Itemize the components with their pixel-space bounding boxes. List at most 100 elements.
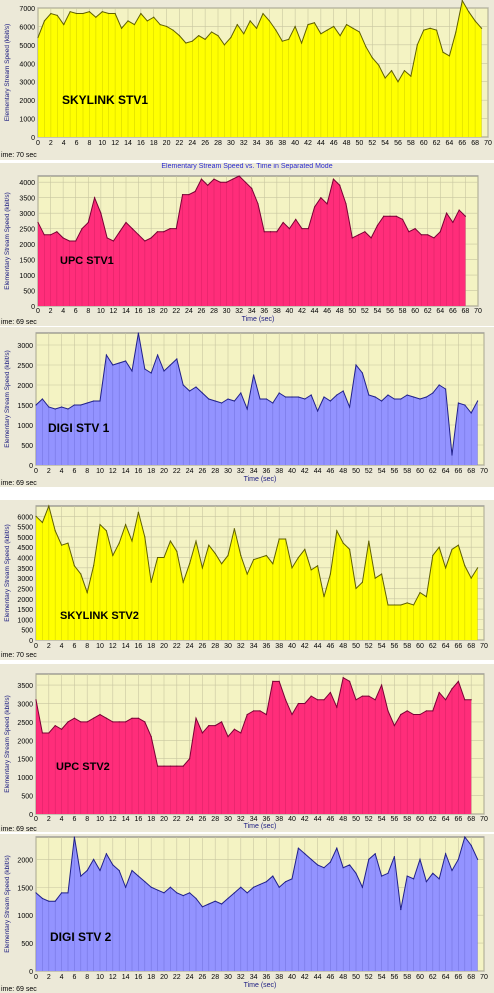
data-point [223,44,226,46]
data-point [112,721,114,723]
data-point [81,228,83,230]
x-tick-label: 40 [288,468,296,475]
x-tick-label: 32 [237,468,245,475]
data-point [61,544,63,546]
x-tick-label: 8 [87,140,91,147]
data-point [357,234,360,236]
x-tick-label: 58 [403,468,411,475]
data-point [114,12,116,15]
x-tick-label: 70 [480,974,488,981]
channel-annotation-skylink-stv2: SKYLINK STV2 [60,610,139,622]
data-point [400,908,402,911]
series-area [36,506,478,640]
x-tick-label: 2 [47,643,51,650]
data-point [198,35,200,37]
data-point [194,190,196,193]
data-point [387,394,389,396]
x-tick-label: 66 [455,643,463,650]
data-point [265,554,267,557]
data-point [455,31,457,33]
data-point [35,515,37,517]
x-tick-label: 0 [34,816,38,823]
y-tick-label: 4000 [19,61,35,68]
x-tick-label: 66 [455,468,463,475]
data-point [320,33,322,35]
data-point [419,398,421,400]
data-point [470,699,472,701]
data-point [317,410,319,412]
data-point [150,237,152,239]
x-tick-label: 12 [109,974,117,981]
data-point [112,864,114,866]
data-point [323,596,325,598]
data-point [278,680,280,682]
data-point [265,713,267,716]
data-point [157,765,159,767]
data-point [153,16,155,18]
data-point [393,604,395,606]
data-point [150,581,152,583]
data-point [238,175,240,177]
data-point [63,23,65,26]
data-point [137,875,139,877]
x-tick-label: 34 [248,308,256,315]
data-point [403,70,406,72]
data-point [383,215,385,217]
data-point [342,542,344,544]
data-point [381,400,383,402]
x-tick-label: 16 [135,468,143,475]
data-point [425,596,427,598]
data-point [432,554,434,557]
x-tick-label: 0 [36,140,40,147]
x-tick-label: 4 [60,468,64,475]
data-point [259,556,261,559]
data-point [461,0,463,2]
x-tick-label: 68 [471,140,479,147]
data-point [133,23,136,26]
series-area [36,837,478,971]
data-point [56,231,58,233]
data-point [374,396,376,398]
x-tick-label: 2 [47,468,51,475]
data-point [374,577,376,579]
x-tick-label: 54 [378,816,386,823]
chart-panel-skylink-stv2: 0 500 1000 1500 2000 2500 3000 3500 4000 4500 5000… [0,500,494,660]
x-tick-label: 16 [135,643,143,650]
sample-lines [35,837,478,971]
x-tick-label: 64 [436,308,444,315]
data-point [49,234,52,236]
data-point [342,390,344,392]
x-tick-label: 70 [480,816,488,823]
x-tick-label: 68 [462,308,470,315]
data-point [285,699,287,701]
data-point [246,408,248,410]
y-tick-label: 0 [29,969,33,976]
data-point [108,12,110,15]
y-tick-label: 2500 [17,586,33,593]
data-point [249,20,251,22]
data-point [387,710,389,712]
data-point [329,400,331,402]
data-point [150,886,152,888]
x-tick-label: 4 [60,643,64,650]
data-point [163,765,165,767]
data-point [419,591,421,594]
data-point [464,836,466,838]
data-point [323,396,325,398]
data-point [86,591,88,594]
x-tick-label: 68 [467,643,475,650]
x-tick-label: 60 [411,308,419,315]
series-line [35,332,479,456]
x-tick-label: 38 [273,308,281,315]
data-point [425,396,427,398]
data-point [300,42,303,44]
data-point [413,604,415,606]
x-tick-label: 8 [85,643,89,650]
y-tick-label: 2000 [17,857,33,864]
x-tick-label: 14 [122,816,130,823]
x-tick-label: 10 [98,140,106,147]
x-tick-label: 50 [352,816,360,823]
x-tick-label: 24 [186,816,194,823]
data-point [339,184,341,186]
